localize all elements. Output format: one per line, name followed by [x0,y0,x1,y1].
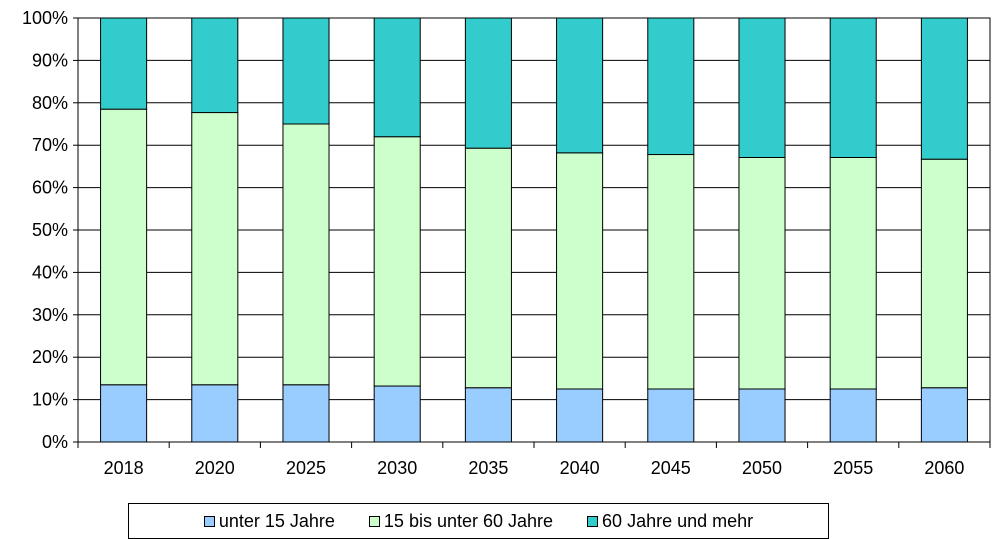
bar-segment [829,388,877,443]
bar-segment [920,158,968,389]
x-tick-label: 2018 [104,458,144,478]
y-tick-label: 70% [32,135,68,155]
bar-segment [738,17,786,158]
x-tick-label: 2030 [377,458,417,478]
legend-swatch-15-to-60 [368,515,380,527]
legend-label-15-to-60: 15 bis unter 60 Jahre [383,510,554,531]
bar-segment [373,17,421,138]
legend-item-15-to-60: 15 bis unter 60 Jahre [368,510,554,532]
y-tick-label: 60% [32,178,68,198]
bar-segment [829,17,877,158]
bar-segment [556,388,604,443]
y-tick-label: 0% [42,432,68,452]
bar-segment [100,108,148,386]
x-tick-labels: 2018 2020 2025 2030 2035 2040 2045 2050 2055 2060 [104,458,965,478]
bar-segment [920,17,968,160]
bar-segment [556,17,604,154]
bar-segment [829,156,877,390]
x-tick-label: 2045 [651,458,691,478]
bar-segment [100,17,148,110]
bar-segment [191,384,239,443]
bar-segment [647,17,695,156]
bar-segment [464,17,512,149]
bar-segment [373,385,421,443]
bar-segment [282,384,330,443]
bar-segment [464,387,512,443]
x-tick-label: 2050 [742,458,782,478]
legend-label-under-15: unter 15 Jahre [218,510,335,531]
bar-segment [282,17,330,125]
bar-segment [464,147,512,389]
legend-swatch-under-15 [203,515,215,527]
y-tick-labels: 0% 10% 20% 30% 40% 50% 60% 70% 80% 90% 100% [22,8,68,452]
y-tick-label: 90% [32,50,68,70]
bar-segment [647,154,695,390]
x-tick-label: 2040 [560,458,600,478]
y-tick-label: 100% [22,8,68,28]
x-tick-label: 2060 [924,458,964,478]
bar-segment [738,156,786,390]
x-tick-label: 2025 [286,458,326,478]
y-tick-label: 10% [32,390,68,410]
bar-segment [191,17,239,114]
x-tick-label: 2035 [468,458,508,478]
legend-item-60-plus: 60 Jahre und mehr [587,511,753,532]
y-tick-label: 80% [32,93,68,113]
x-tick-label: 2055 [833,458,873,478]
bars [100,17,968,443]
bar-segment [373,136,421,387]
y-tick-label: 40% [32,262,68,282]
bar-segment [282,123,330,386]
y-tick-label: 30% [32,305,68,325]
bar-segment [738,388,786,443]
axes [73,17,991,448]
bar-segment [191,112,239,386]
x-tick-label: 2020 [195,458,235,478]
legend-item-under-15: unter 15 Jahre [203,510,335,532]
y-tick-label: 20% [32,347,68,367]
legend-swatch-60-plus [587,515,599,527]
chart: 0%10%20%30%40%50%60%70%80%90%100% 2018 20… [22,8,991,478]
bar-segment [556,152,604,390]
bar-segment [100,384,148,443]
legend: unter 15 Jahre 15 bis unter 60 Jahre 60 … [128,503,829,539]
bar-segment [647,388,695,443]
y-tick-label: 50% [32,220,68,240]
bar-segment [920,387,968,443]
legend-label-60-plus: 60 Jahre und mehr [602,510,754,531]
